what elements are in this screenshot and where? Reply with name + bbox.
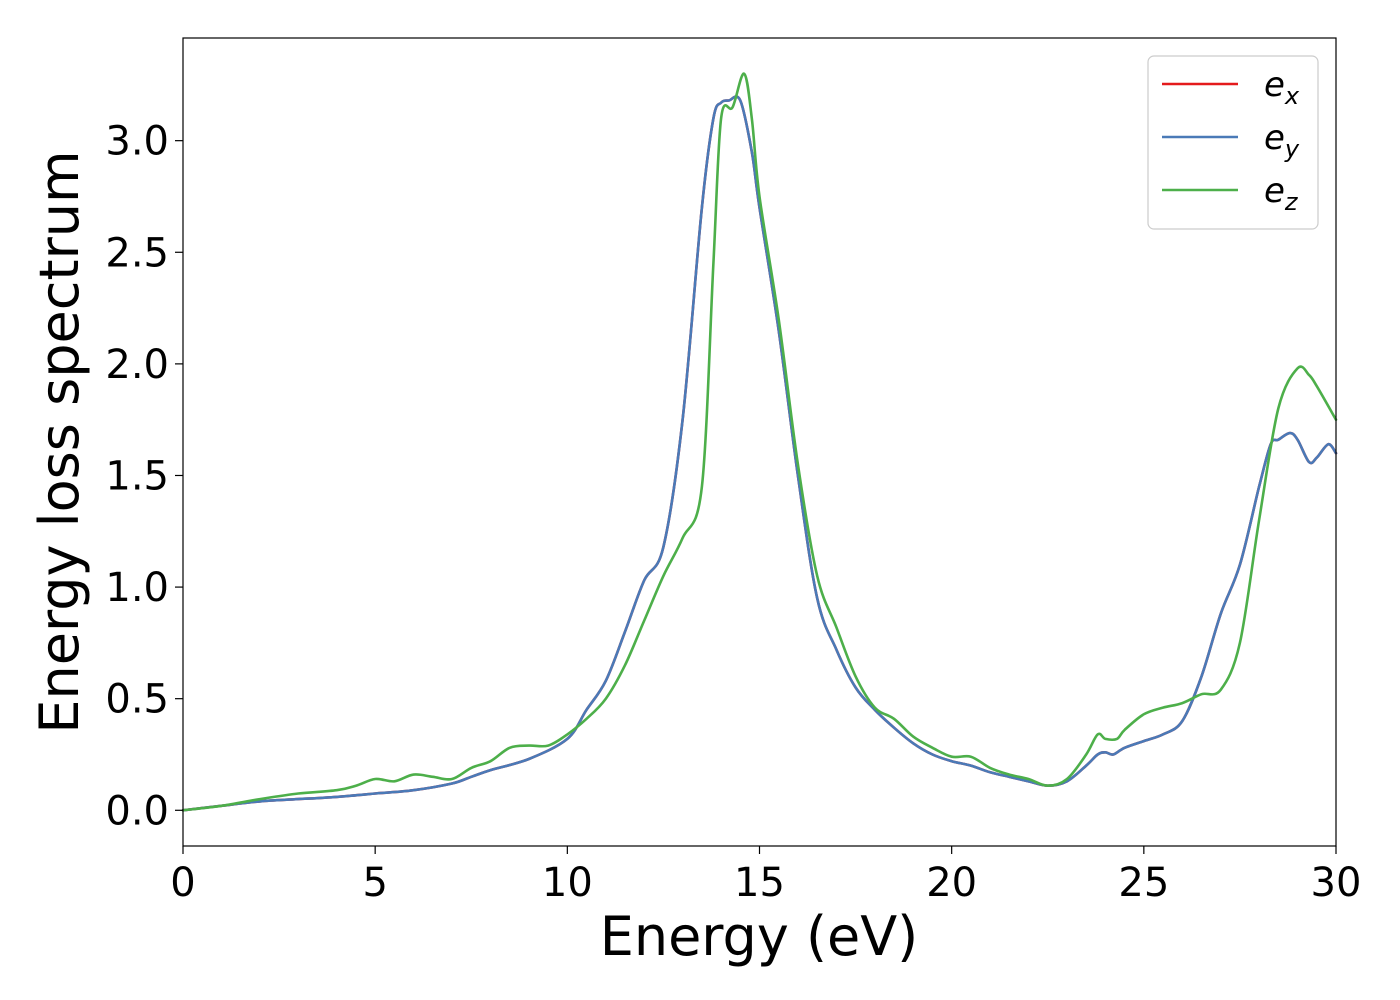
series-line-z xyxy=(181,72,1338,812)
x-tick-label: 10 xyxy=(542,860,593,906)
series-line-y xyxy=(181,95,1338,812)
x-axis-ticks: 0 5 10 15 20 25 30 xyxy=(170,846,1361,906)
legend-subscript: y xyxy=(1284,135,1300,163)
series-layer xyxy=(181,72,1338,812)
x-tick-label: 20 xyxy=(926,860,977,906)
y-tick-label: 0.0 xyxy=(105,788,169,834)
x-tick-label: 25 xyxy=(1118,860,1169,906)
y-tick-label: 0.5 xyxy=(105,677,169,723)
x-tick-label: 0 xyxy=(170,860,195,906)
y-tick-label: 2.5 xyxy=(105,230,169,276)
y-tick-label: 3.0 xyxy=(105,119,169,165)
y-tick-label: 1.5 xyxy=(105,453,169,499)
y-axis-label: Energy loss spectrum xyxy=(28,150,91,733)
legend-box xyxy=(1147,55,1319,230)
plot-area xyxy=(183,38,1336,846)
x-axis-label: Energy (eV) xyxy=(600,905,919,968)
x-tick-label: 15 xyxy=(734,860,785,906)
y-tick-label: 2.0 xyxy=(105,342,169,388)
x-tick-label: 5 xyxy=(362,860,387,906)
x-tick-label: 30 xyxy=(1311,860,1362,906)
legend-subscript: z xyxy=(1284,188,1299,216)
y-tick-label: 1.0 xyxy=(105,565,169,611)
legend-subscript: x xyxy=(1284,82,1300,110)
y-axis-ticks: 0.0 0.5 1.0 1.5 2.0 2.5 3.0 xyxy=(105,119,183,834)
